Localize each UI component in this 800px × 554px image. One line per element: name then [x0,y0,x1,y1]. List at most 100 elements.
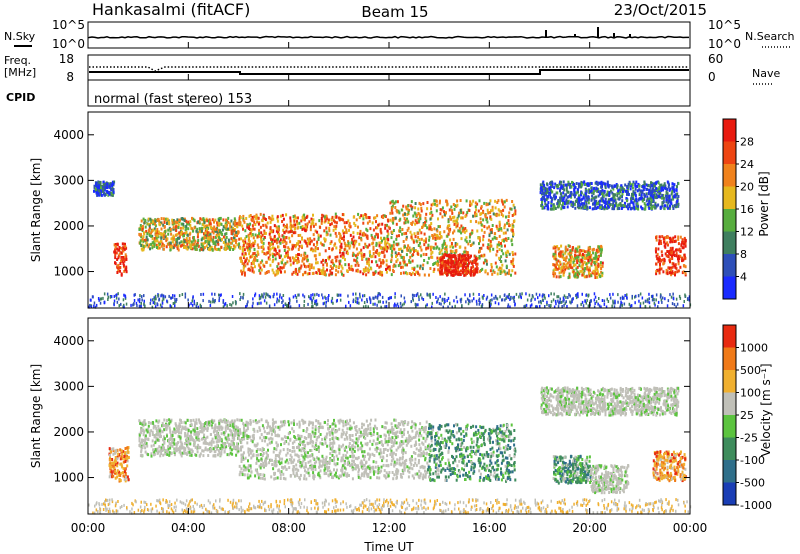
echo-cell [544,305,546,308]
echo-cell [583,180,586,184]
echo-cell [464,246,467,250]
echo-cell [450,273,453,277]
echo-cell [265,301,268,305]
echo-cell [439,199,441,203]
echo-cell [465,240,468,244]
echo-cell [425,212,428,216]
echo-cell [569,185,572,189]
echo-cell [638,193,641,197]
echo-cell [233,222,236,226]
echo-cell [647,183,650,187]
echo-cell [417,211,420,215]
echo-cell [247,268,250,272]
echo-cell [348,246,351,250]
echo-cell [478,236,481,240]
echo-cell [201,236,204,240]
echo-cell [380,236,382,240]
echo-cell [283,249,286,252]
echo-cell [329,264,332,268]
echo-cell [687,297,689,301]
echo-cell [545,191,548,195]
echo-cell [662,196,665,200]
echo-cell [667,243,669,247]
echo-cell [589,258,592,262]
echo-cell [357,225,359,229]
echo-cell [575,191,578,195]
echo-cell [562,273,565,277]
echo-cell [497,199,500,203]
echo-cell [506,295,508,299]
echo-cell [573,190,576,194]
echo-cell [462,211,465,215]
n-search-label: N.Search [745,30,795,43]
echo-cell [575,296,578,300]
echo-cell [439,270,442,274]
echo-cell [653,189,656,193]
echo-cell [617,203,620,207]
echo-cell [395,255,397,258]
echo-cell [409,255,412,259]
echo-cell [117,254,120,258]
echo-cell [472,214,475,218]
echo-cell [366,298,368,302]
echo-cell [611,191,614,195]
echo-cell [90,305,93,309]
echo-cell [488,225,491,229]
echo-cell [353,221,356,225]
echo-cell [390,253,393,257]
echo-cell [422,298,425,301]
echo-cell [99,181,102,185]
echo-cell [460,216,463,220]
echo-cell [587,201,590,205]
echo-cell [139,227,141,231]
echo-cell [338,240,341,244]
echo-cell [406,213,409,216]
echo-cell [661,186,664,190]
echo-cell [331,258,334,262]
echo-cell [269,253,272,257]
echo-cell [603,302,606,306]
echo-cell [98,189,101,192]
echo-cell [314,293,316,297]
echo-cell [190,240,193,244]
echo-cell [475,268,478,272]
echo-cell [592,247,595,251]
echo-cell [448,208,451,212]
echo-cell [562,197,565,200]
echo-cell [258,294,261,298]
echo-cell [464,238,467,242]
echo-cell [422,223,425,227]
echo-cell [97,187,100,191]
echo-cell [372,237,375,241]
echo-cell [569,194,572,198]
echo-cell [250,234,253,238]
echo-cell [186,233,189,237]
echo-cell [254,254,257,257]
echo-cell [175,238,178,242]
echo-cell [595,248,598,252]
echo-cell [293,244,296,248]
echo-cell [319,272,322,275]
echo-cell [378,222,381,226]
echo-cell [438,236,441,240]
echo-cell [154,305,157,309]
echo-cell [314,302,316,305]
echo-cell [630,304,633,308]
echo-cell [658,255,661,259]
echo-cell [399,261,402,265]
echo-cell [452,270,454,274]
echo-cell [543,183,546,187]
echo-cell [472,269,475,273]
echo-cell [289,305,292,309]
echo-cell [463,260,466,263]
echo-cell [509,305,511,309]
echo-cell [122,249,125,253]
echo-cell [556,262,559,266]
echo-cell [227,227,229,231]
echo-cell [269,217,272,221]
echo-cell [186,239,189,243]
echo-cell [446,200,449,204]
echo-cell [271,246,274,250]
echo-cell [262,223,265,227]
echo-cell [469,260,472,264]
